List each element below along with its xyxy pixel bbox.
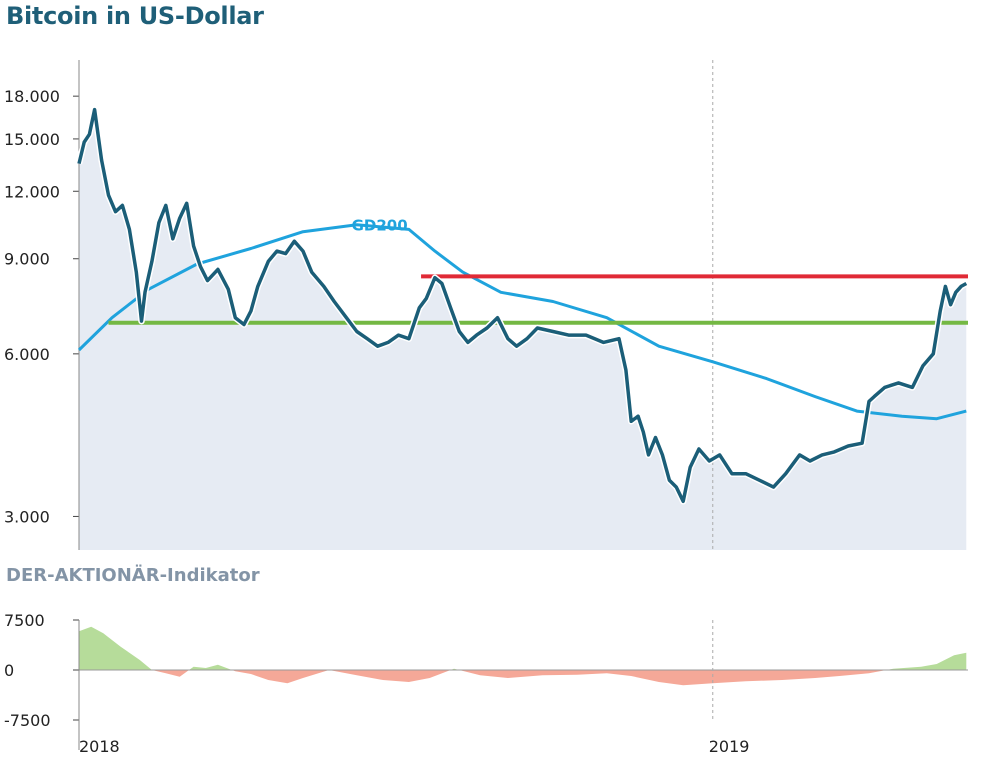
price-chart-panel: 3.000 6.000 9.000 12.000 15.000 18.000 GD200 [4,60,968,550]
y-tick-label: 9.000 [4,250,50,269]
x-tick-label: 2019 [709,737,750,756]
y-tick-label: 15.000 [4,130,60,149]
y-tick-label: 18.000 [4,87,60,106]
y-tick-label: 6.000 [4,345,50,364]
gd200-line [77,223,967,421]
indicator-y-tick-label: -7500 [4,711,51,730]
y-tick-label: 3.000 [4,507,50,526]
indicator-negative-area [79,670,967,686]
price-area-fill [79,109,967,550]
indicator-y-tick-label: 0 [4,661,14,680]
chart-title: Bitcoin in US-Dollar [6,2,264,30]
y-tick-label: 12.000 [4,182,60,201]
x-tick-label: 2018 [79,737,120,756]
indicator-chart-panel: 7500 0 -7500 [4,611,968,750]
price-line [77,107,968,504]
x-axis: 2018 2019 [79,737,749,756]
indicator-y-tick-label: 7500 [4,611,45,630]
indicator-title: DER-AKTIONÄR-Indikator [6,565,260,586]
gd200-label: GD200 [352,217,408,235]
